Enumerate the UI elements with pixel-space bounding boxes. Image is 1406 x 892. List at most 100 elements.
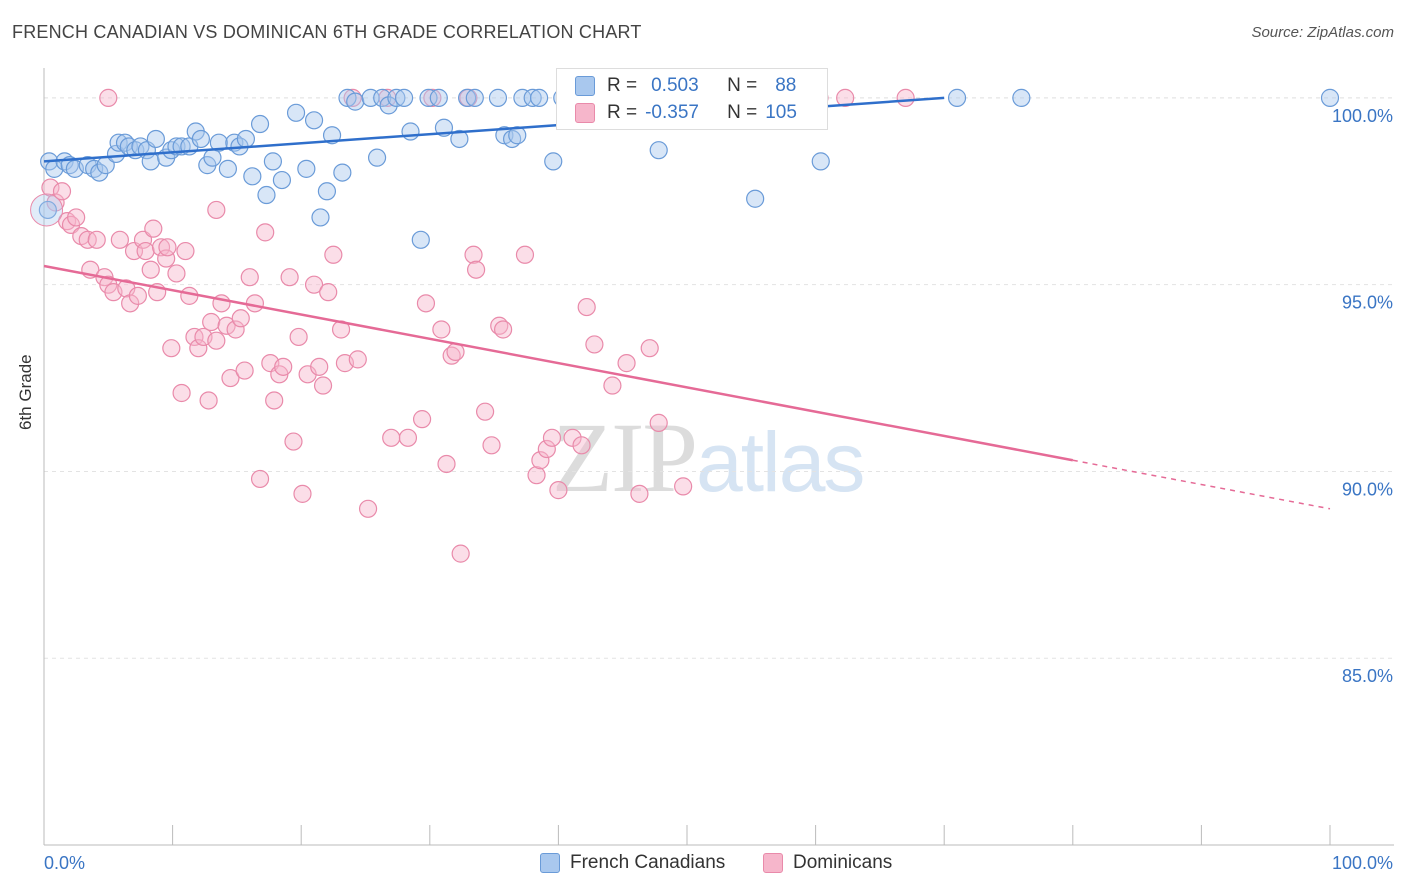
french-canadian-point: [488, 88, 508, 107]
r-value: 0.503: [651, 75, 699, 96]
french-canadian-point: [1320, 88, 1340, 107]
dominican-point: [121, 294, 140, 313]
french-canadian-point: [649, 141, 668, 160]
french-canadian-point: [947, 88, 967, 107]
y-tick-label: 95.0%: [1342, 293, 1393, 313]
n-value: 88: [775, 75, 797, 96]
french-canadian-point: [379, 96, 398, 115]
dominican-point: [348, 350, 367, 369]
dominican-point: [180, 286, 199, 305]
dominican-point: [836, 88, 855, 107]
watermark-zip: ZIP: [552, 402, 698, 513]
legend-label: French Canadians: [570, 852, 726, 873]
dominican-point: [531, 451, 550, 470]
dominican-point: [158, 238, 177, 257]
dominican-point: [319, 283, 338, 302]
french-canadian-point: [508, 126, 527, 145]
legend-item-french-canadians[interactable]: French Canadians: [540, 852, 725, 874]
dominican-point: [87, 230, 106, 249]
dominican-point: [231, 309, 250, 328]
dominican-point: [67, 208, 86, 227]
legend-item-dominicans[interactable]: Dominicans: [763, 852, 892, 874]
dominican-trendline: [43, 264, 1074, 462]
french-canadian-point: [457, 88, 477, 107]
dominican-point: [603, 376, 622, 395]
french-canadian-point: [450, 129, 469, 149]
french-canadian-point: [367, 148, 387, 167]
blue-swatch-icon: [540, 853, 560, 873]
french-canadian-point: [411, 230, 430, 249]
french-canadian-point: [146, 129, 165, 149]
dominican-point: [537, 439, 556, 459]
legend-label: Dominicans: [793, 852, 893, 873]
french-canadian-point: [419, 88, 438, 107]
french-canadian-point: [304, 111, 324, 130]
dominican-point: [304, 275, 324, 294]
dominican-point: [250, 469, 270, 489]
dominican-point: [189, 339, 208, 358]
french-canadian-point: [333, 163, 352, 182]
dominican-point: [207, 331, 226, 350]
french-canadian-point: [209, 133, 228, 152]
dominican-point: [577, 297, 596, 317]
french-canadian-point: [257, 185, 276, 205]
dominican-point: [133, 230, 153, 249]
french-canadian-point: [373, 88, 392, 107]
french-canadian-point: [523, 88, 542, 107]
dominican-point: [289, 327, 308, 347]
dominican-point: [144, 219, 163, 238]
dominican-point: [221, 368, 240, 388]
french-canadian-point: [191, 129, 210, 149]
dominican-point: [280, 268, 299, 287]
french-canadian-point: [401, 122, 420, 141]
dominican-point: [412, 410, 432, 429]
n-label: N =: [727, 102, 758, 123]
french-canadian-point: [38, 200, 57, 220]
dominican-point: [630, 484, 649, 503]
watermark-atlas: atlas: [696, 415, 865, 509]
french-canadian-point: [544, 152, 563, 171]
dominican-point: [240, 268, 259, 287]
r-value: -0.357: [645, 102, 699, 123]
dominican-point: [382, 428, 401, 447]
dominican-point: [527, 466, 546, 485]
dominican-point: [451, 544, 470, 563]
dominican-point: [423, 88, 442, 107]
french-canadian-point: [243, 167, 262, 186]
chart-title: FRENCH CANADIAN VS DOMINICAN 6TH GRADE C…: [12, 22, 642, 42]
dominican-point: [284, 432, 303, 451]
dominican-point: [640, 339, 659, 358]
dominican-point: [141, 260, 160, 279]
dominican-point: [482, 436, 501, 455]
french-canadian-point: [272, 170, 292, 190]
chart-legend: French Canadians Dominicans: [0, 848, 1406, 880]
pink-swatch-icon: [575, 103, 595, 123]
y-tick-label: 90.0%: [1342, 479, 1393, 499]
french-canadian-point: [109, 133, 128, 152]
x-tick-label: 100.0%: [1332, 853, 1393, 873]
dominican-point: [310, 357, 329, 376]
french-canadian-point: [429, 88, 448, 107]
dominican-point: [572, 436, 591, 455]
french-canadian-point: [530, 88, 549, 107]
dominican-point: [235, 361, 254, 380]
french-canadian-point: [311, 208, 330, 227]
n-value: 105: [765, 102, 797, 123]
dominican-point: [202, 312, 221, 332]
french-canadian-point: [250, 114, 270, 134]
dominican-trendline-extension: [1072, 459, 1331, 510]
dominican-point: [110, 230, 129, 249]
french-canadian-point: [263, 152, 283, 171]
dominican-point: [172, 383, 191, 403]
dominican-point: [207, 200, 226, 220]
n-label: N =: [727, 75, 758, 96]
dominican-point: [128, 286, 147, 305]
dominican-point: [99, 88, 118, 107]
french-canadian-point: [297, 159, 316, 178]
dominican-point: [245, 294, 265, 313]
stats-row-dominicans: R = -0.357 N = 105: [575, 100, 797, 126]
dominican-point: [398, 428, 418, 447]
french-canadian-point: [394, 88, 414, 107]
dominican-point: [167, 264, 186, 283]
dominican-point: [136, 241, 155, 261]
